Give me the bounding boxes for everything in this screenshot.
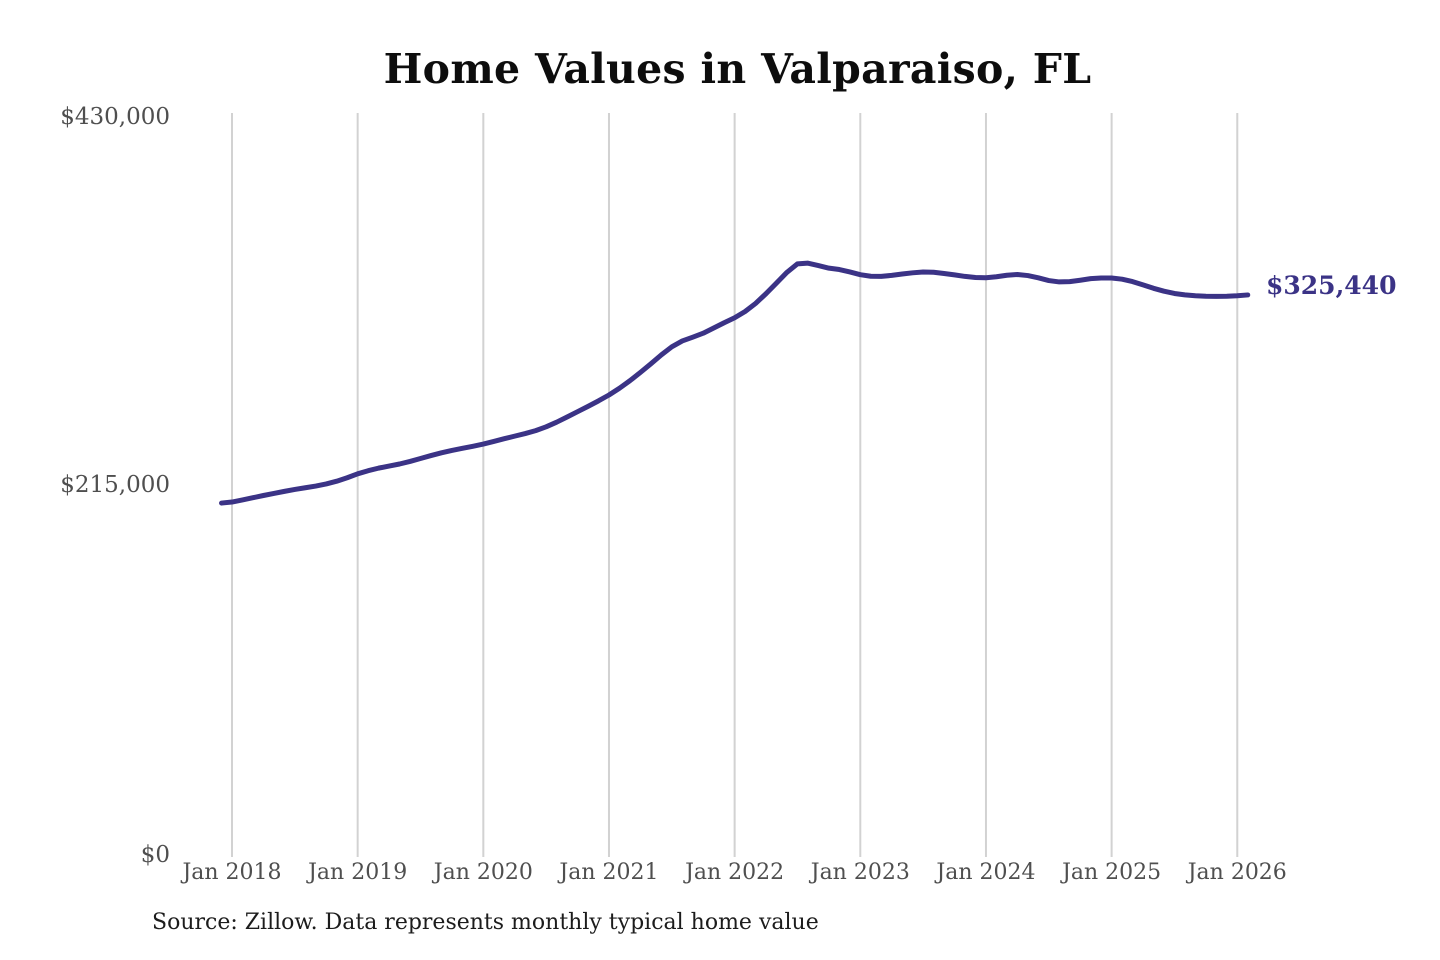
y-axis-tick-label-430000: $430,000 [60,104,170,130]
y-axis-tick-label-215000: $215,000 [60,472,170,498]
y-axis-tick-label-0: $0 [140,842,170,868]
x-axis-tick-label: Jan 2025 [1062,860,1162,885]
vertical-gridlines [231,113,1239,857]
x-axis-tick-label: Jan 2019 [308,860,408,885]
x-axis-tick-label: Jan 2023 [810,860,910,885]
x-axis-tick-label: Jan 2018 [182,860,282,885]
x-axis-tick-label: Jan 2022 [685,860,785,885]
x-axis-tick-label: Jan 2024 [936,860,1036,885]
source-note: Source: Zillow. Data represents monthly … [152,910,819,935]
chart-title: Home Values in Valparaiso, FL [383,45,1092,93]
x-axis-tick-label: Jan 2026 [1187,860,1287,885]
x-axis-tick-label: Jan 2021 [559,860,659,885]
home-value-line-series [219,260,1251,506]
latest-value-annotation: $325,440 [1266,271,1397,300]
x-axis-tick-label: Jan 2020 [433,860,533,885]
